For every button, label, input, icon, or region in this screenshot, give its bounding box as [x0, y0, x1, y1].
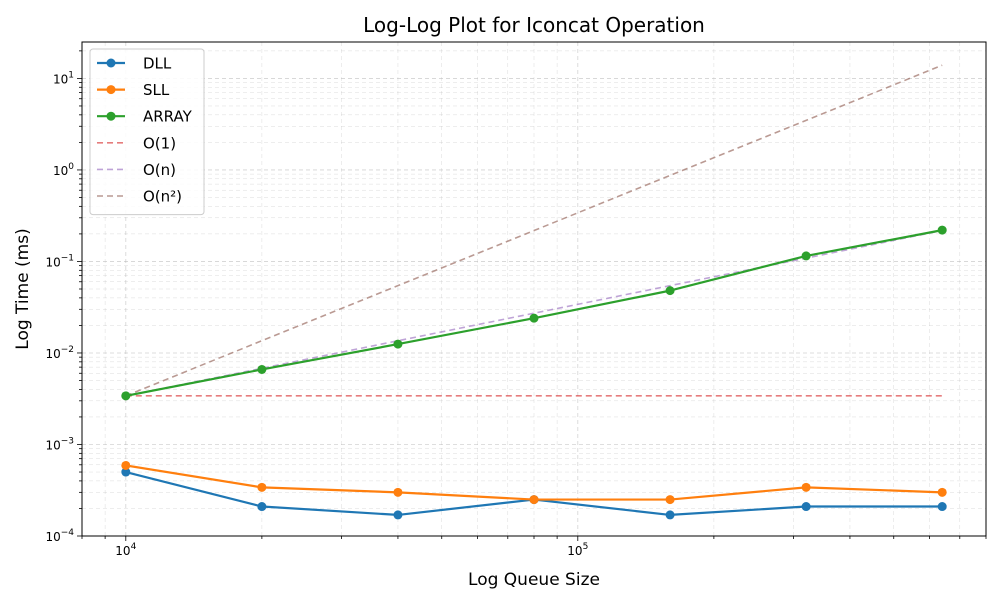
point-array	[393, 339, 403, 349]
point-array	[529, 313, 539, 323]
point-dll	[665, 510, 675, 520]
legend-marker-array	[106, 111, 116, 121]
point-sll	[529, 495, 539, 505]
legend-marker-sll	[106, 85, 116, 95]
point-array	[665, 286, 675, 296]
point-array	[801, 251, 811, 261]
point-array	[257, 364, 267, 374]
y-tick-label: 10−2	[45, 345, 74, 361]
point-sll	[393, 487, 403, 497]
x-axis-label: Log Queue Size	[468, 570, 600, 590]
y-axis-label: Log Time (ms)	[13, 228, 33, 349]
point-dll	[393, 510, 403, 520]
y-tick-label: 10−3	[45, 436, 74, 452]
x-tick-label: 104	[115, 542, 136, 558]
legend-label-o1: O(1)	[143, 134, 176, 152]
point-sll	[257, 482, 267, 492]
point-sll	[937, 487, 947, 497]
x-tick-label: 105	[567, 542, 588, 558]
legend-label-array: ARRAY	[143, 108, 193, 126]
grid	[81, 42, 987, 537]
point-array	[121, 391, 131, 401]
point-dll	[801, 502, 811, 512]
legend-marker-dll	[106, 58, 116, 68]
point-dll	[937, 502, 947, 512]
y-tick-label: 10−1	[45, 253, 74, 269]
point-sll	[665, 495, 675, 505]
y-tick-label: 10−4	[45, 528, 74, 544]
legend: DLL SLL ARRAY O(1) O(n) O(n²)	[89, 48, 205, 216]
point-dll	[121, 467, 131, 477]
y-tick-label: 100	[53, 162, 74, 178]
legend-label-sll: SLL	[143, 81, 170, 99]
legend-label-dll: DLL	[143, 55, 172, 73]
point-dll	[257, 502, 267, 512]
axis-ticks: 104 105 10−4 10−3 10−2 10−1 100 101	[45, 50, 987, 558]
chart-title: Log-Log Plot for Iconcat Operation	[363, 13, 705, 37]
point-sll	[801, 482, 811, 492]
legend-label-on: O(n²)	[143, 188, 182, 206]
point-sll	[121, 460, 131, 470]
y-tick-label: 101	[53, 70, 74, 86]
series-line-on	[125, 64, 943, 397]
legend-label-on: O(n)	[143, 161, 176, 179]
point-array	[937, 225, 947, 235]
series-group	[121, 64, 947, 520]
